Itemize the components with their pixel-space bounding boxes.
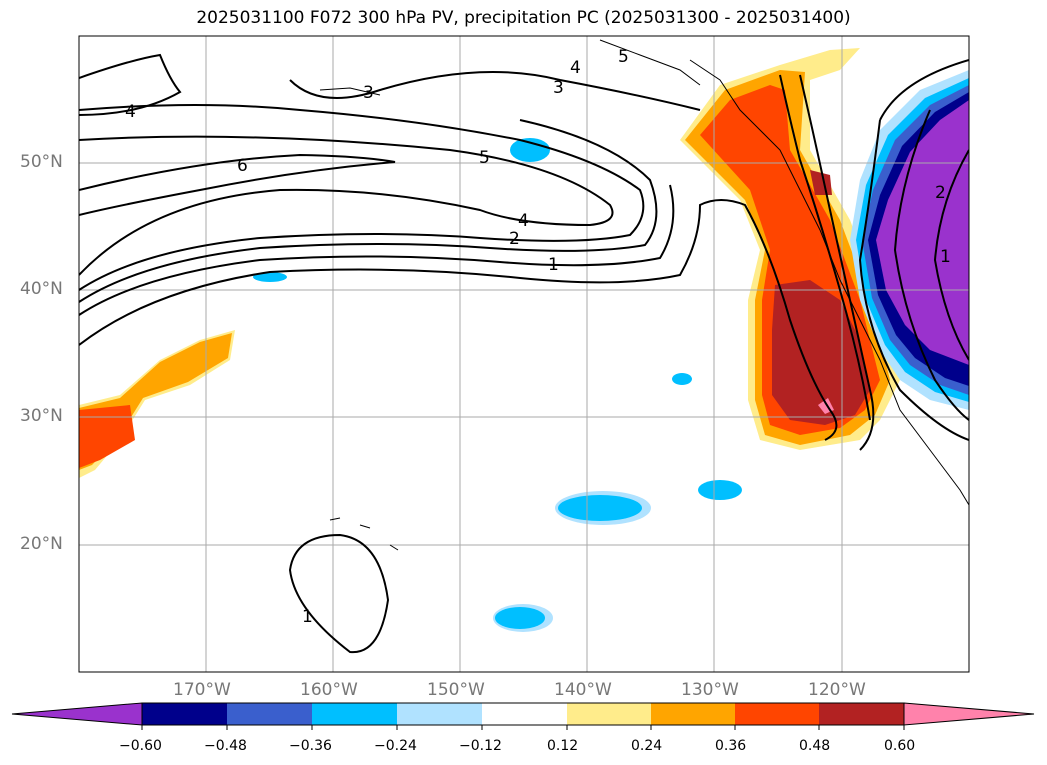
lon-label-170w: 170°W — [173, 680, 231, 700]
colorbar — [11, 702, 1035, 730]
precip-band-darkred — [772, 280, 870, 425]
pv-labels: 6 5 4 3 2 1 4 3 4 5 2 1 1 — [125, 47, 951, 627]
precip-blob-5 — [558, 495, 642, 521]
colorbar-segment — [397, 703, 482, 725]
precip-blob-6 — [698, 480, 742, 500]
pv-label-2b: 2 — [935, 183, 946, 203]
precip-blob-1 — [510, 138, 550, 162]
pv-label-5: 5 — [479, 148, 490, 168]
lon-label-130w: 130°W — [681, 680, 739, 700]
lon-label-120w: 120°W — [808, 680, 866, 700]
colorbar-tick-label: 0.24 — [631, 738, 663, 754]
pv-label-4b: 4 — [125, 102, 136, 122]
colorbar-segment — [227, 703, 312, 725]
precip-neg-purple — [876, 100, 969, 365]
colorbar-tick-label: 0.60 — [884, 738, 916, 754]
colorbar-tick-label: −0.48 — [204, 738, 247, 754]
pv-label-3: 3 — [363, 83, 374, 103]
pv-label-5b: 5 — [618, 47, 629, 67]
precip-band-darkred-north — [810, 170, 832, 195]
colorbar-tick-label: −0.36 — [289, 738, 332, 754]
lon-label-150w: 150°W — [427, 680, 485, 700]
pv-label-2: 2 — [509, 229, 520, 249]
pv-contours — [79, 53, 969, 654]
coastlines — [319, 39, 969, 551]
precip-blob-3 — [672, 373, 692, 385]
colorbar-tick-label: −0.60 — [119, 738, 162, 754]
precip-shading — [79, 48, 969, 632]
colorbar-tick-label: 0.12 — [547, 738, 579, 754]
map-title: 2025031100 F072 300 hPa PV, precipitatio… — [196, 8, 851, 28]
plot-frame — [78, 35, 970, 673]
colorbar-tick-label: −0.12 — [459, 738, 502, 754]
colorbar-tick-label: 0.48 — [799, 738, 831, 754]
lat-label-50: 50°N — [20, 152, 63, 172]
lat-label-30: 30°N — [20, 406, 63, 426]
precip-blob-8 — [495, 607, 545, 629]
pv-label-3b: 3 — [553, 78, 564, 98]
pv-label-1b: 1 — [940, 247, 951, 267]
pv-label-1c: 1 — [302, 607, 313, 627]
colorbar-frame — [141, 702, 905, 726]
colorbar-segment — [142, 703, 227, 725]
lat-label-20: 20°N — [20, 534, 63, 554]
colorbar-tick-label: −0.24 — [374, 738, 417, 754]
colorbar-segment — [819, 703, 904, 725]
lat-label-40: 40°N — [20, 279, 63, 299]
colorbar-max-arrow — [903, 702, 1035, 726]
colorbar-segment — [735, 703, 819, 725]
colorbar-segment — [651, 703, 735, 725]
colorbar-segment — [312, 703, 397, 725]
pv-label-1: 1 — [548, 255, 559, 275]
lon-label-160w: 160°W — [300, 680, 358, 700]
pv-label-4: 4 — [518, 211, 529, 231]
lon-label-140w: 140°W — [554, 680, 612, 700]
colorbar-min-arrow — [11, 702, 143, 726]
precip-subtrop-red — [79, 405, 135, 468]
colorbar-segment — [567, 703, 651, 725]
colorbar-segment — [482, 703, 567, 725]
colorbar-tick-label: 0.36 — [715, 738, 747, 754]
pv-label-4c: 4 — [570, 58, 581, 78]
precip-blob-2 — [253, 272, 287, 282]
pv-label-6: 6 — [237, 156, 248, 176]
